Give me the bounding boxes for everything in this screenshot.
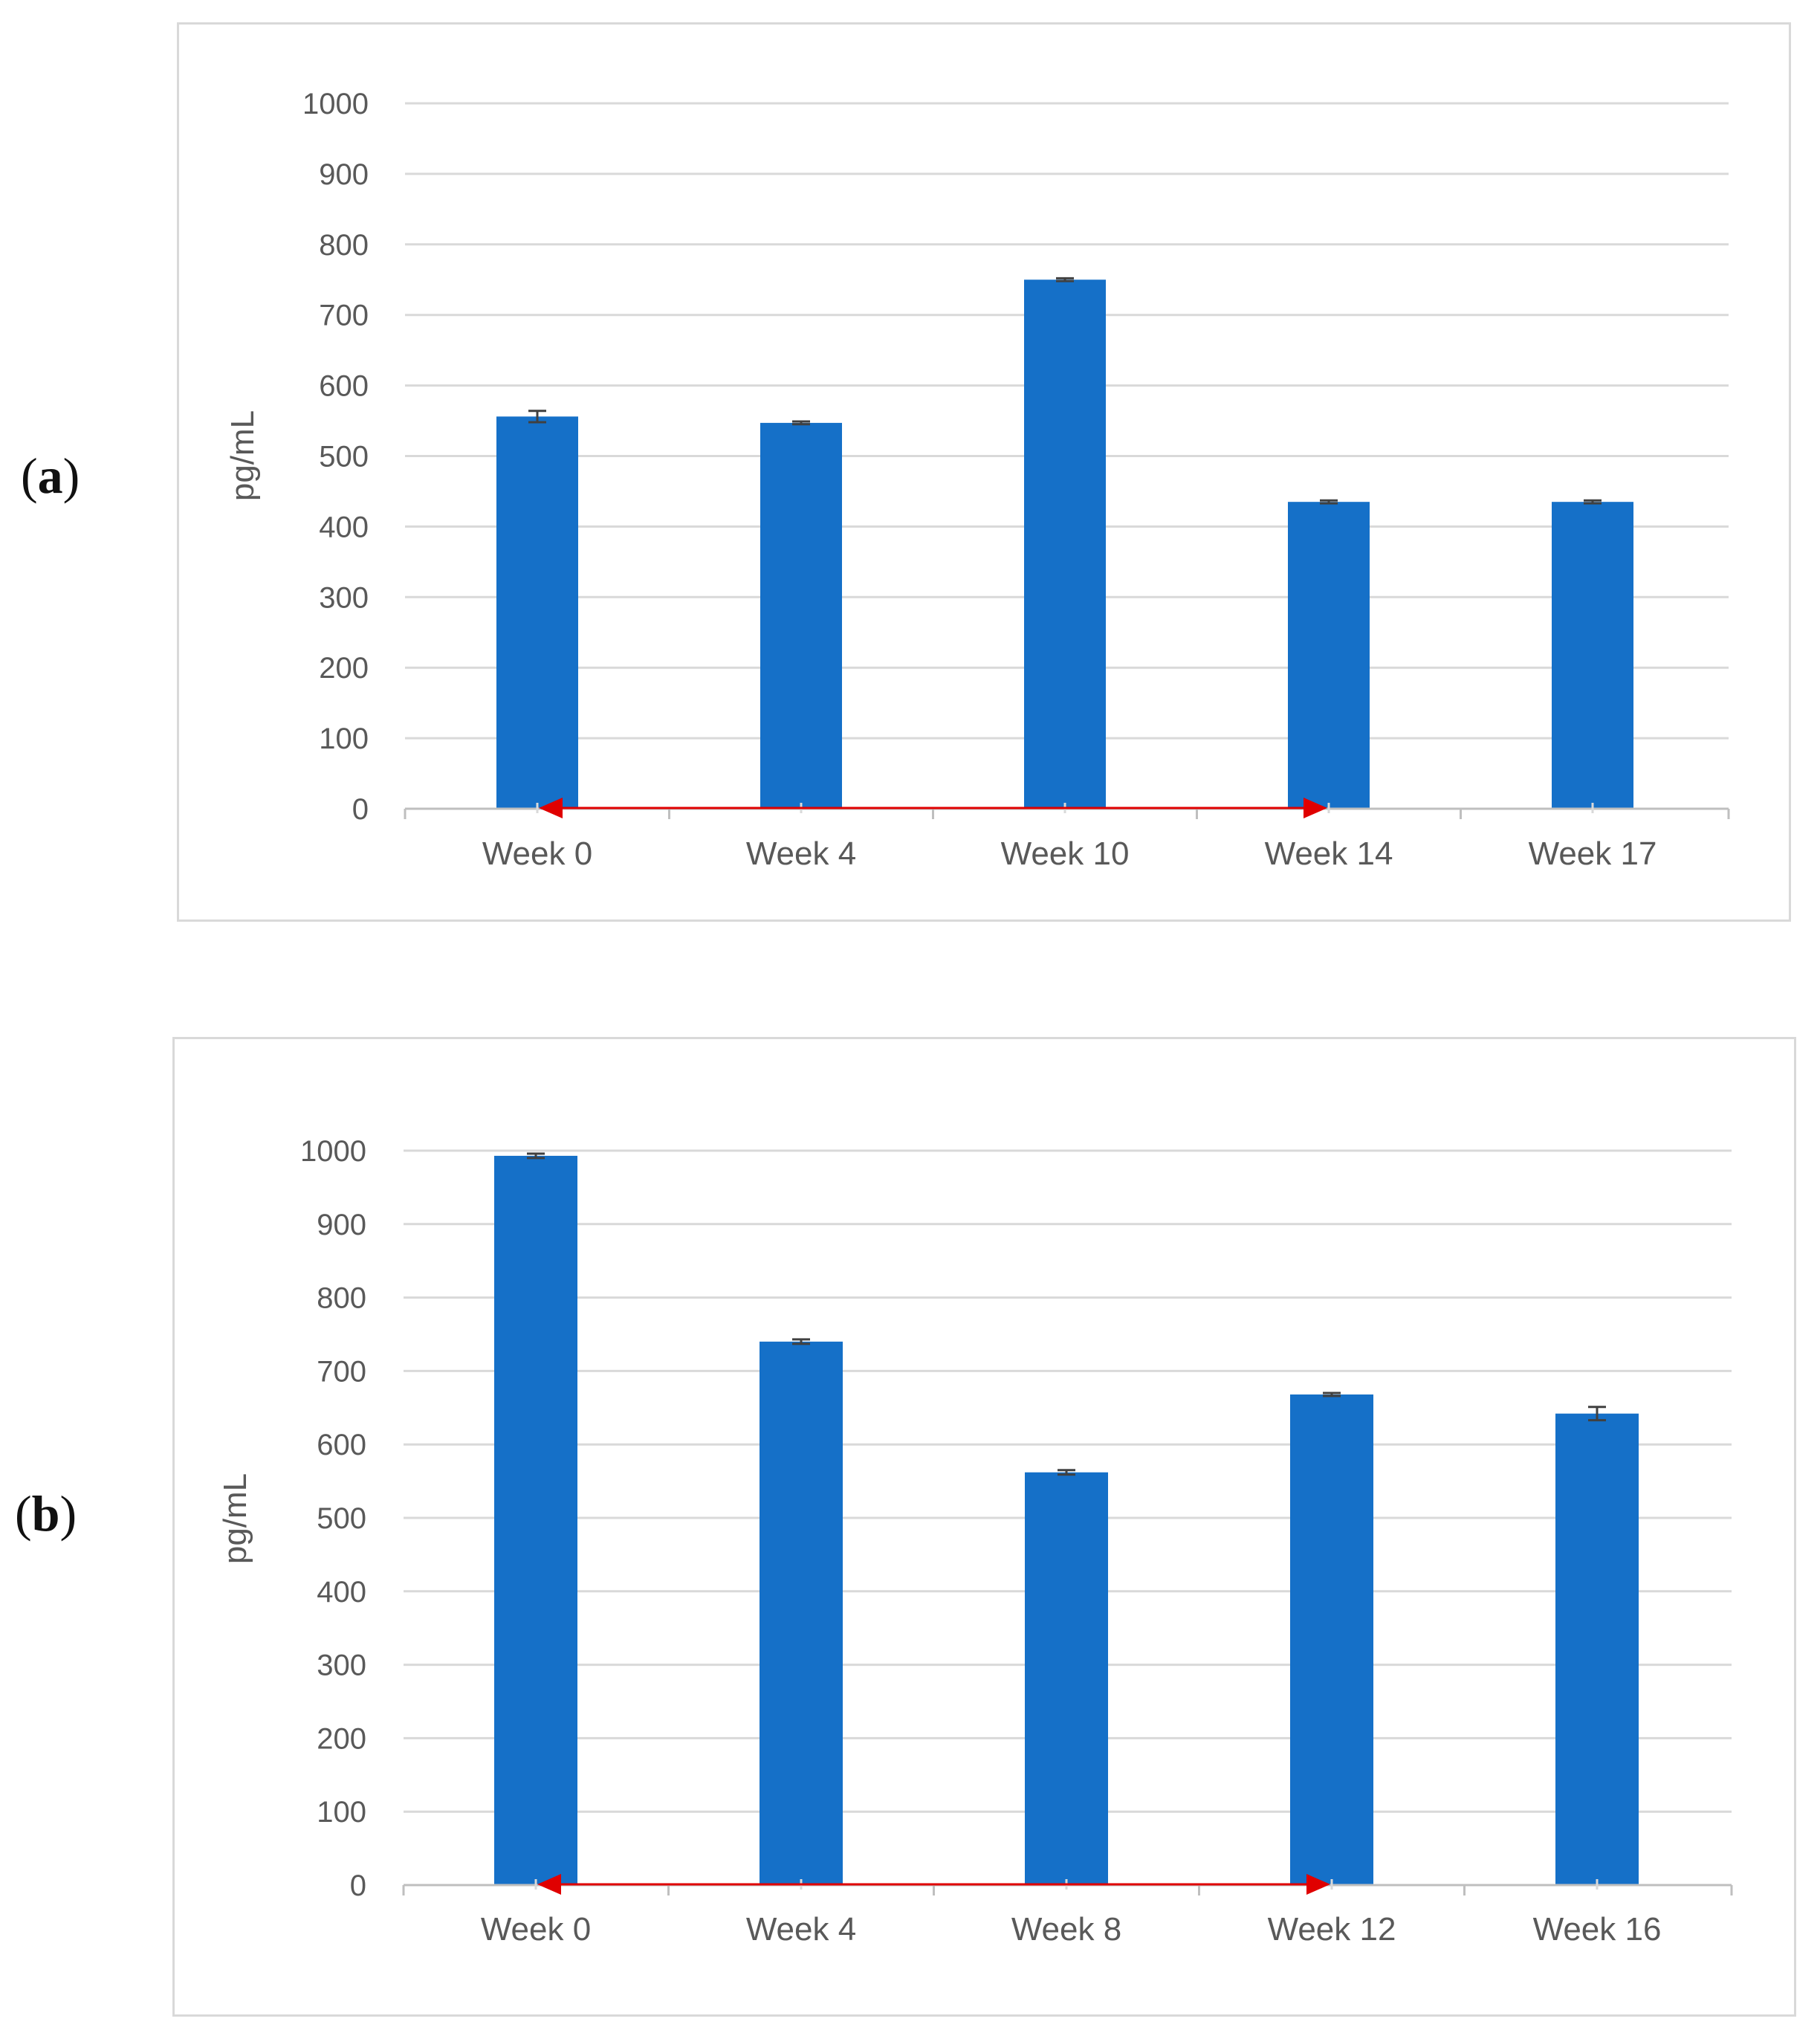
y-tick-label: 100 [319,723,369,755]
y-axis-label: pg/mL [224,410,261,501]
y-tick-label: 900 [319,158,369,191]
label-close-paren: ) [59,1485,77,1542]
y-tick-label: 200 [319,652,369,685]
x-tick-label: Week 17 [1529,835,1657,872]
y-tick-label: 100 [317,1796,366,1829]
y-tick-label: 700 [317,1355,366,1388]
x-tick-label: Week 0 [481,1911,591,1948]
label-close-paren: ) [62,447,80,504]
arrow-head-right [1304,798,1327,818]
y-tick-label: 600 [317,1429,366,1461]
x-tick-label: Week 0 [482,835,592,872]
bar [494,1155,577,1885]
y-axis-label: pg/mL [217,1473,253,1564]
panel-label-b: (b) [15,1488,77,1539]
bar [1552,502,1633,809]
y-tick-label: 1000 [300,1135,366,1168]
y-tick-label: 600 [319,370,369,403]
arrow-head-right [1306,1874,1330,1895]
y-tick-label: 800 [317,1282,366,1315]
y-tick-label: 900 [317,1209,366,1241]
y-tick-label: 0 [350,1869,366,1902]
bar-chart-a: 0 100 200 300 400 500 600 700 800 900 1000 Week 0 We… [224,88,1730,872]
arrow-head-left [539,798,563,818]
y-tick-label: 700 [319,300,369,332]
x-tick-label: Week 14 [1265,835,1393,872]
y-tick-label: 500 [319,441,369,473]
bar [760,422,842,809]
bar [1024,279,1106,809]
x-tick-label: Week 10 [1001,835,1130,872]
label-letter: a [37,447,63,504]
x-tick-label: Week 8 [1011,1911,1121,1948]
y-tick-label: 400 [319,511,369,543]
x-tick-label: Week 4 [746,835,856,872]
x-tick-label: Week 4 [746,1911,856,1948]
x-tick-label: Week 12 [1268,1911,1396,1948]
y-tick-label: 200 [317,1722,366,1755]
bar [760,1341,843,1885]
x-tick-label: Week 16 [1533,1911,1662,1948]
y-tick-label: 0 [352,793,369,826]
y-tick-label: 300 [317,1649,366,1682]
bar [1555,1413,1639,1885]
bar [1288,502,1370,809]
y-tick-label: 500 [317,1502,366,1535]
bar [496,416,578,809]
y-tick-label: 300 [319,581,369,614]
chart-panel-a: 0 100 200 300 400 500 600 700 800 900 1000 Week 0 We… [177,22,1791,922]
bar [1290,1394,1373,1885]
y-tick-label: 400 [317,1576,366,1609]
bar-chart-b: 0 100 200 300 400 500 600 700 800 900 1000 Week 0 We… [217,1135,1733,1948]
bar [1025,1472,1108,1885]
label-open-paren: ( [15,1485,32,1542]
panel-label-a: (a) [21,450,80,501]
label-open-paren: ( [21,447,38,504]
y-tick-label: 1000 [302,88,369,120]
chart-panel-b: 0 100 200 300 400 500 600 700 800 900 1000 Week 0 We… [172,1037,1796,2017]
y-tick-label: 800 [319,229,369,262]
label-letter: b [31,1485,60,1542]
arrow-head-left [537,1874,561,1895]
